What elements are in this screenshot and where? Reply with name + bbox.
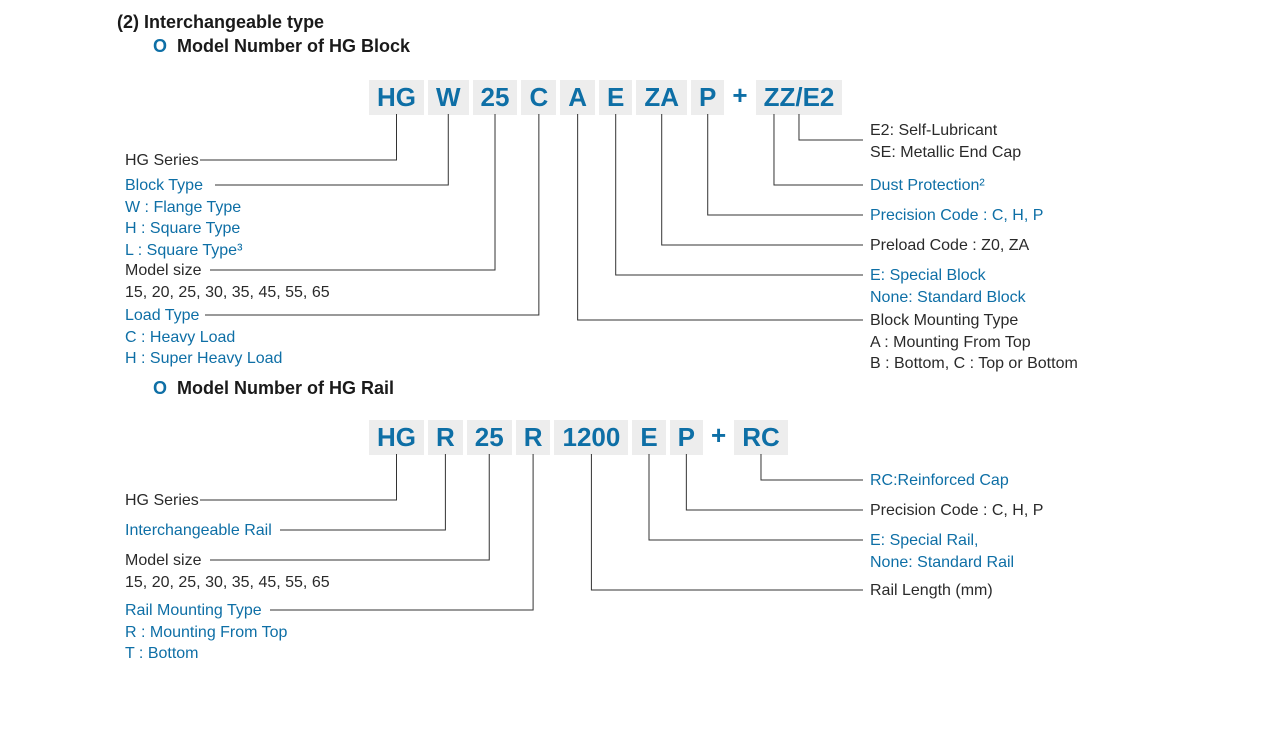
- callout-label: Block TypeW : Flange TypeH : Square Type…: [125, 175, 242, 261]
- code-segment: HG: [369, 80, 424, 115]
- callout-label: E2: Self-LubricantSE: Metallic End Cap: [870, 120, 1021, 163]
- callout-label: Rail Mounting TypeR : Mounting From TopT…: [125, 600, 287, 665]
- callout-label: E: Special Rail,None: Standard Rail: [870, 530, 1014, 573]
- code-segment: A: [560, 80, 595, 115]
- callout-label: Dust Protection²: [870, 175, 985, 197]
- callout-label: HG Series: [125, 490, 199, 512]
- code-segment: HG: [369, 420, 424, 455]
- rail-diagram-title: OModel Number of HG Rail: [153, 378, 394, 399]
- callout-label: Block Mounting TypeA : Mounting From Top…: [870, 310, 1078, 375]
- callout-label: Model size15, 20, 25, 30, 35, 45, 55, 65: [125, 260, 330, 303]
- code-segment: W: [428, 80, 469, 115]
- block-diagram-title: OModel Number of HG Block: [153, 36, 410, 57]
- code-segment: RC: [734, 420, 788, 455]
- callout-label: Interchangeable Rail: [125, 520, 272, 542]
- code-segment: ZZ/E2: [756, 80, 843, 115]
- callout-label: Preload Code : Z0, ZA: [870, 235, 1029, 257]
- bullet-icon: O: [153, 378, 167, 398]
- callout-label: Precision Code : C, H, P: [870, 205, 1043, 227]
- rail-code-row: HGR25R1200EP+RC: [369, 420, 788, 455]
- code-segment: +: [728, 80, 751, 115]
- callout-label: Load TypeC : Heavy LoadH : Super Heavy L…: [125, 305, 282, 370]
- code-segment: R: [516, 420, 551, 455]
- callout-label: Model size15, 20, 25, 30, 35, 45, 55, 65: [125, 550, 330, 593]
- code-segment: +: [707, 420, 730, 455]
- callout-label: Rail Length (mm): [870, 580, 993, 602]
- callout-label: Precision Code : C, H, P: [870, 500, 1043, 522]
- section-number: (2) Interchangeable type: [117, 12, 324, 33]
- block-code-row: HGW25CAEZAP+ZZ/E2: [369, 80, 842, 115]
- code-segment: E: [599, 80, 632, 115]
- callout-label: E: Special BlockNone: Standard Block: [870, 265, 1026, 308]
- bullet-icon: O: [153, 36, 167, 56]
- code-segment: P: [691, 80, 724, 115]
- code-segment: P: [670, 420, 703, 455]
- callout-label: HG Series: [125, 150, 199, 172]
- code-segment: R: [428, 420, 463, 455]
- callout-label: RC:Reinforced Cap: [870, 470, 1009, 492]
- code-segment: 25: [467, 420, 512, 455]
- code-segment: 25: [473, 80, 518, 115]
- code-segment: 1200: [554, 420, 628, 455]
- code-segment: ZA: [636, 80, 687, 115]
- code-segment: C: [521, 80, 556, 115]
- code-segment: E: [632, 420, 665, 455]
